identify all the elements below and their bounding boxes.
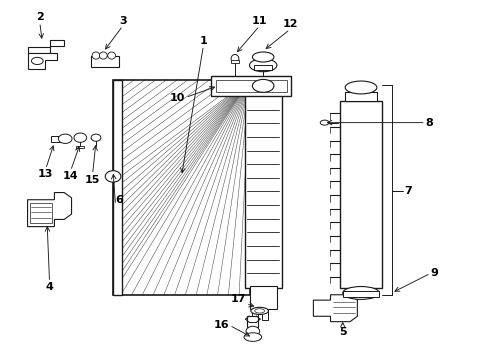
Ellipse shape (320, 120, 329, 125)
Bar (262, 309, 268, 320)
Polygon shape (27, 53, 57, 69)
Text: 2: 2 (36, 12, 44, 22)
Ellipse shape (91, 134, 101, 141)
Text: 5: 5 (339, 327, 346, 337)
Bar (340, 101, 382, 288)
Bar (216, 80, 287, 92)
Ellipse shape (252, 80, 274, 92)
Polygon shape (27, 40, 64, 53)
Ellipse shape (92, 52, 100, 59)
Text: 13: 13 (38, 169, 53, 179)
Bar (231, 59, 239, 63)
Bar (113, 80, 250, 295)
Bar (91, 55, 120, 67)
Ellipse shape (244, 333, 262, 341)
Polygon shape (27, 193, 72, 226)
Ellipse shape (108, 52, 116, 59)
Text: 14: 14 (63, 171, 78, 181)
Bar (50, 136, 63, 141)
Text: 7: 7 (404, 186, 412, 196)
Text: 8: 8 (426, 118, 434, 128)
Text: 3: 3 (119, 16, 126, 26)
Ellipse shape (105, 171, 121, 182)
Ellipse shape (249, 59, 277, 72)
Bar (76, 145, 84, 148)
Text: 9: 9 (431, 268, 439, 278)
Ellipse shape (251, 307, 269, 315)
Bar (247, 316, 258, 327)
Text: 11: 11 (252, 16, 268, 26)
Bar (345, 92, 377, 101)
Text: 10: 10 (170, 93, 185, 103)
Text: 17: 17 (230, 294, 246, 304)
Polygon shape (314, 295, 357, 321)
Bar (113, 80, 250, 295)
Bar (250, 286, 277, 309)
Ellipse shape (345, 81, 377, 94)
Bar (343, 291, 379, 297)
Bar (30, 203, 52, 223)
Ellipse shape (231, 54, 239, 63)
Bar (113, 80, 122, 295)
Text: 12: 12 (282, 19, 298, 30)
Ellipse shape (74, 133, 87, 142)
Ellipse shape (246, 326, 260, 336)
Ellipse shape (343, 287, 379, 300)
Bar (254, 64, 272, 70)
Ellipse shape (252, 52, 274, 62)
Bar (245, 87, 282, 288)
Text: 6: 6 (116, 195, 123, 205)
Text: 4: 4 (46, 282, 53, 292)
Ellipse shape (99, 52, 107, 59)
Ellipse shape (58, 134, 72, 143)
Text: 16: 16 (214, 320, 229, 330)
Bar (252, 309, 258, 320)
Bar (211, 76, 292, 96)
Text: 1: 1 (199, 36, 207, 45)
Text: 15: 15 (85, 175, 100, 185)
